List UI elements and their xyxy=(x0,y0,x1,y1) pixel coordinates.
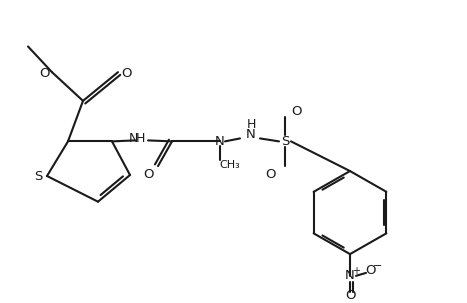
Text: H: H xyxy=(246,118,256,131)
Text: O: O xyxy=(345,289,355,302)
Text: O: O xyxy=(292,105,302,118)
Text: N: N xyxy=(345,269,355,282)
Text: H: H xyxy=(135,132,145,145)
Text: O: O xyxy=(265,168,275,181)
Text: N: N xyxy=(215,135,225,148)
Text: N: N xyxy=(246,128,256,141)
Text: S: S xyxy=(281,135,289,148)
Text: O: O xyxy=(40,67,50,80)
Text: O: O xyxy=(365,265,375,278)
Text: S: S xyxy=(34,171,42,184)
Text: O: O xyxy=(143,168,153,181)
Text: +: + xyxy=(352,266,360,276)
Text: O: O xyxy=(121,67,131,80)
Text: N: N xyxy=(128,132,138,145)
Text: CH₃: CH₃ xyxy=(219,160,241,170)
Text: −: − xyxy=(373,261,382,271)
